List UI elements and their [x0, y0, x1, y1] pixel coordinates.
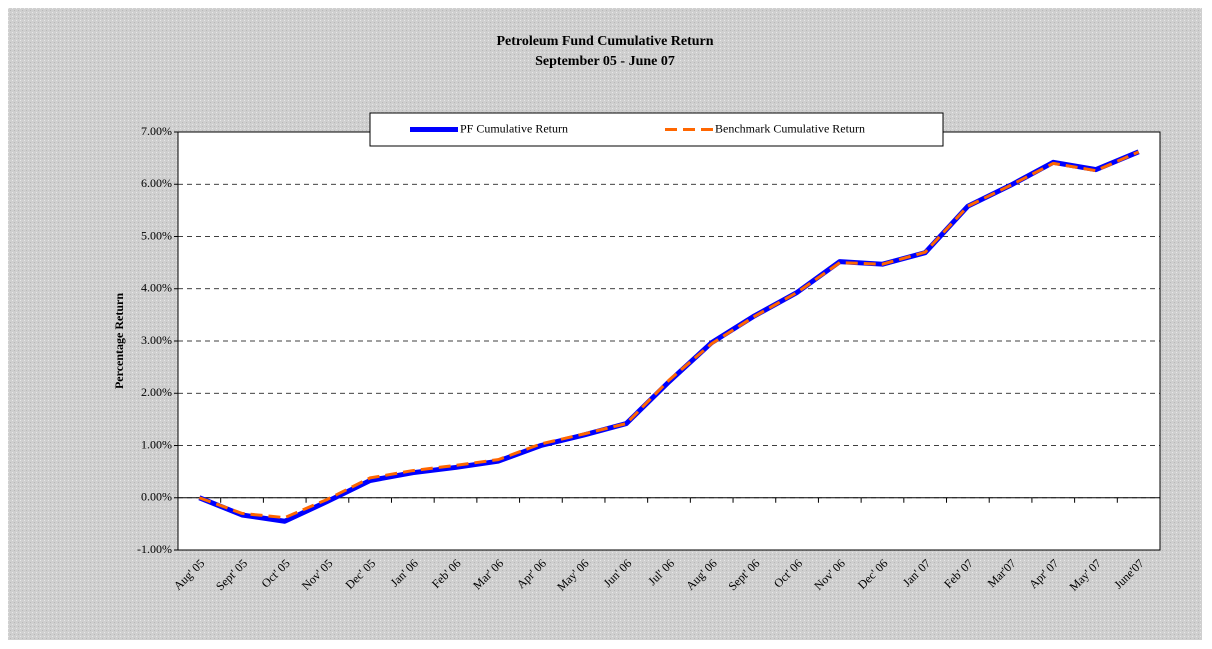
- y-tick-label: -1.00%: [137, 542, 172, 556]
- y-tick-label: 0.00%: [141, 490, 172, 504]
- y-tick-label: 6.00%: [141, 176, 172, 190]
- y-tick-label: 5.00%: [141, 228, 172, 242]
- y-tick-label: 7.00%: [141, 124, 172, 138]
- series-line: [198, 150, 1140, 520]
- y-tick-label: 3.00%: [141, 333, 172, 347]
- y-axis-title: Percentage Return: [112, 293, 126, 389]
- y-tick-label: 1.00%: [141, 437, 172, 451]
- y-tick-label: 2.00%: [141, 385, 172, 399]
- y-tick-label: 4.00%: [141, 281, 172, 295]
- chart-subtitle: September 05 - June 07: [535, 54, 675, 69]
- legend-box: [369, 112, 944, 147]
- chart-title: Petroleum Fund Cumulative Return: [496, 34, 713, 49]
- legend-label: PF Cumulative Return: [460, 121, 568, 135]
- legend-label: Benchmark Cumulative Return: [715, 121, 865, 135]
